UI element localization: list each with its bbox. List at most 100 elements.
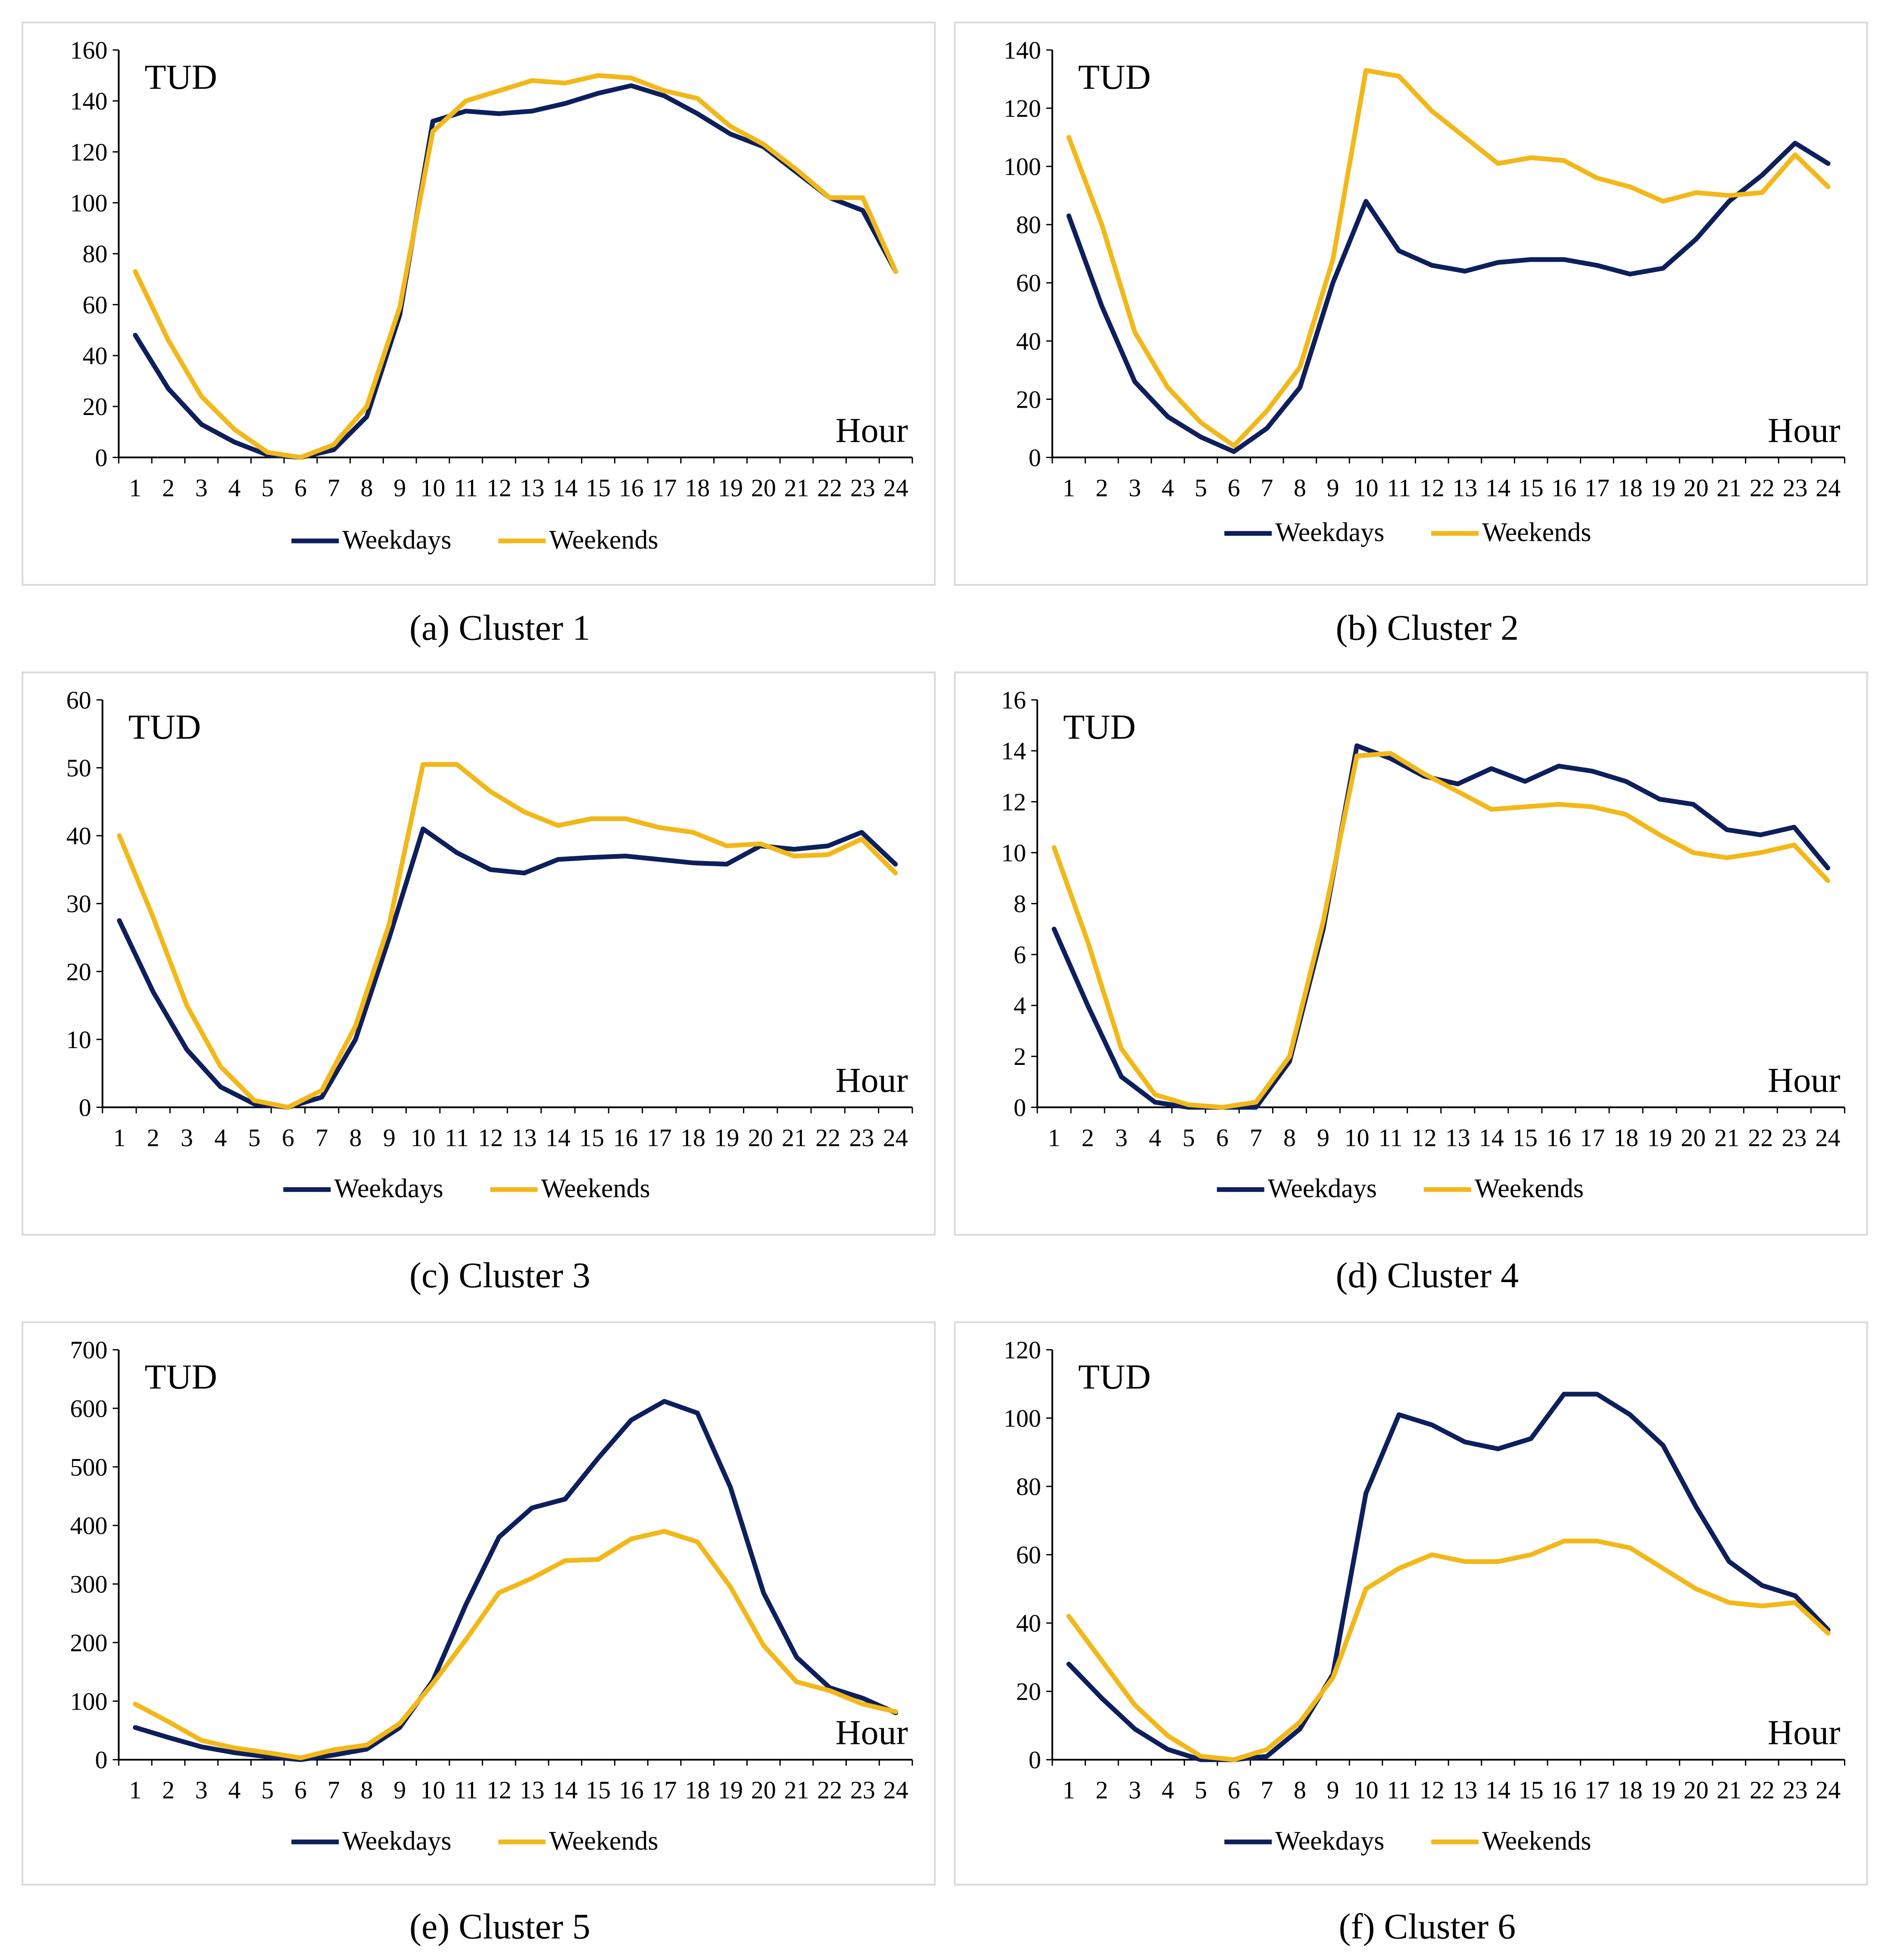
y-tick-label: 200 (70, 1629, 108, 1657)
x-tick-label: 16 (619, 1776, 644, 1804)
x-tick-label: 21 (782, 1124, 807, 1152)
x-tick-label: 1 (1063, 1776, 1075, 1804)
x-tick-label: 22 (1748, 1124, 1773, 1152)
x-tick-label: 17 (652, 474, 677, 502)
x-tick-label: 6 (1228, 1776, 1240, 1804)
legend-label-weekdays: Weekdays (1275, 1826, 1384, 1856)
y-tick-label: 120 (1004, 94, 1041, 122)
x-tick-label: 5 (261, 474, 274, 502)
x-tick-label: 18 (1617, 1776, 1642, 1804)
y-tick-label: 100 (70, 189, 108, 217)
legend-label-weekdays: Weekdays (342, 525, 451, 555)
x-tick-label: 12 (1420, 1776, 1445, 1804)
y-tick-label: 50 (66, 754, 91, 782)
x-tick-label: 10 (411, 1124, 436, 1152)
x-tick-label: 5 (261, 1776, 274, 1804)
x-tick-label: 6 (1216, 1124, 1229, 1152)
x-tick-label: 22 (815, 1124, 840, 1152)
x-tick-label: 19 (714, 1124, 739, 1152)
y-tick-label: 16 (1001, 686, 1026, 714)
x-tick-label: 13 (1452, 474, 1477, 502)
series-line-weekdays (1066, 140, 1831, 454)
y-tick-label: 20 (1016, 1678, 1041, 1706)
series-line-weekdays (133, 1399, 899, 1762)
x-tick-label: 3 (1129, 1776, 1141, 1804)
series-line-weekends (1066, 68, 1831, 448)
x-tick-label: 8 (360, 1776, 373, 1804)
x-tick-label: 16 (619, 474, 644, 502)
y-tick-label: 100 (1004, 153, 1041, 181)
x-tick-label: 17 (647, 1124, 672, 1152)
x-tick-label: 6 (294, 1776, 307, 1804)
x-tick-label: 22 (1750, 1776, 1775, 1804)
x-tick-label: 18 (1613, 1124, 1638, 1152)
x-tick-label: 9 (1326, 474, 1339, 502)
y-tick-label: 10 (66, 1026, 91, 1054)
x-tick-label: 12 (1412, 1124, 1437, 1152)
x-tick-label: 16 (1546, 1124, 1571, 1152)
panel-caption: (a) Cluster 1 (409, 608, 590, 648)
y-tick-label: 60 (1016, 1541, 1041, 1569)
x-tick-label: 24 (1816, 474, 1841, 502)
series-line-weekends (133, 1529, 899, 1760)
y-tick-label: 12 (1001, 788, 1026, 816)
y-tick-label: 60 (66, 686, 91, 714)
y-tick-label: 140 (70, 87, 108, 115)
y-tick-label: 0 (1029, 1746, 1041, 1774)
y-axis-title: TUD (145, 57, 218, 97)
x-tick-label: 4 (214, 1124, 227, 1152)
y-tick-label: 140 (1004, 36, 1041, 64)
y-tick-label: 20 (66, 958, 91, 986)
x-axis-title: Hour (1768, 410, 1841, 449)
x-tick-label: 11 (454, 474, 478, 502)
y-tick-label: 700 (70, 1336, 108, 1364)
x-tick-label: 23 (850, 1776, 875, 1804)
x-tick-label: 20 (751, 474, 776, 502)
x-tick-label: 6 (294, 474, 307, 502)
series-line-weekends (117, 762, 898, 1110)
x-tick-label: 7 (328, 1776, 340, 1804)
x-tick-label: 24 (1815, 1124, 1840, 1152)
legend-label-weekends: Weekends (549, 1826, 658, 1856)
y-tick-label: 20 (83, 393, 108, 421)
x-tick-label: 6 (282, 1124, 294, 1152)
x-tick-label: 4 (1161, 1776, 1174, 1804)
y-axis-title: TUD (1078, 57, 1151, 97)
x-tick-label: 8 (360, 474, 373, 502)
legend-label-weekends: Weekends (549, 525, 658, 555)
x-tick-label: 1 (113, 1124, 125, 1152)
y-tick-label: 0 (1014, 1093, 1026, 1121)
x-axis-title: Hour (835, 410, 908, 449)
y-tick-label: 80 (1016, 1473, 1041, 1501)
x-tick-label: 23 (1782, 1776, 1807, 1804)
y-tick-label: 160 (70, 36, 108, 64)
x-tick-label: 23 (849, 1124, 874, 1152)
y-tick-label: 8 (1014, 890, 1026, 918)
x-tick-label: 19 (1651, 474, 1676, 502)
x-tick-label: 14 (1479, 1124, 1504, 1152)
x-tick-label: 22 (817, 474, 842, 502)
x-axis-title: Hour (1768, 1713, 1841, 1752)
x-tick-label: 13 (1452, 1776, 1477, 1804)
x-tick-label: 15 (1519, 1776, 1544, 1804)
x-tick-label: 15 (1519, 474, 1544, 502)
legend-label-weekends: Weekends (1482, 518, 1591, 547)
x-tick-label: 6 (1228, 474, 1240, 502)
x-tick-label: 21 (1716, 474, 1741, 502)
x-tick-label: 17 (1580, 1124, 1605, 1152)
x-tick-label: 2 (1082, 1124, 1094, 1152)
x-tick-label: 16 (1551, 474, 1576, 502)
x-tick-label: 15 (1513, 1124, 1538, 1152)
x-tick-label: 3 (195, 1776, 208, 1804)
y-tick-label: 6 (1014, 941, 1026, 969)
y-axis-title: TUD (145, 1357, 218, 1396)
x-tick-label: 9 (393, 1776, 406, 1804)
legend-label-weekdays: Weekdays (334, 1174, 443, 1203)
x-tick-label: 7 (1250, 1124, 1262, 1152)
y-tick-label: 40 (1016, 327, 1041, 355)
y-tick-label: 60 (1016, 269, 1041, 297)
x-axis-title: Hour (835, 1713, 908, 1752)
y-tick-label: 40 (83, 342, 108, 370)
y-tick-label: 10 (1001, 839, 1026, 867)
